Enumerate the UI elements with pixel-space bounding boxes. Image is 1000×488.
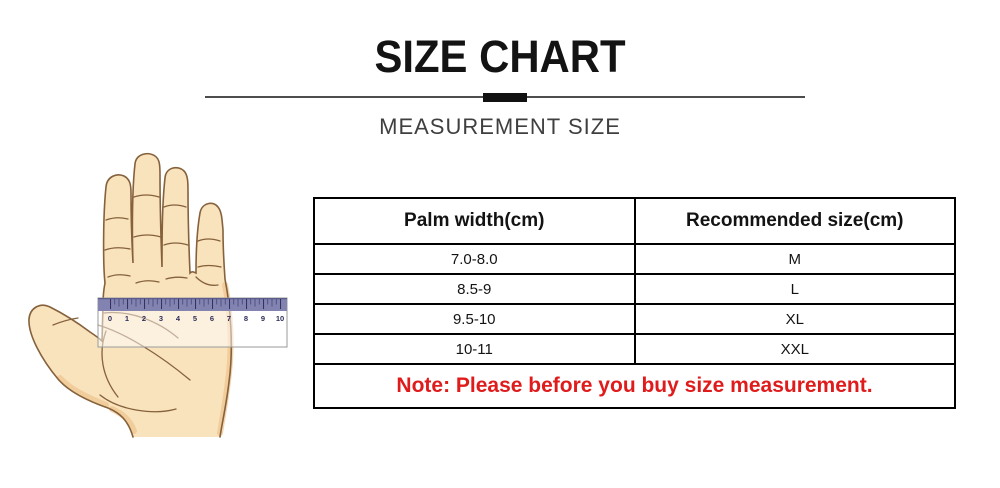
ruler-number: 4 bbox=[176, 314, 181, 323]
ruler-number: 9 bbox=[261, 314, 265, 323]
ruler-number: 0 bbox=[108, 314, 112, 323]
table-row: 9.5-10 XL bbox=[313, 303, 956, 335]
size-value: XXL bbox=[633, 333, 956, 365]
note-row: Note: Please before you buy size measure… bbox=[313, 363, 956, 409]
ruler-graphic: 0 1 2 3 4 5 6 7 8 9 10 bbox=[97, 297, 288, 348]
column-header-recommended-size: Recommended size(cm) bbox=[633, 197, 956, 245]
ruler-number-labels: 0 1 2 3 4 5 6 7 8 9 10 bbox=[108, 314, 284, 323]
hand-graphic: 0 1 2 3 4 5 6 7 8 9 10 bbox=[28, 152, 288, 438]
ruler-number: 7 bbox=[227, 314, 231, 323]
ruler-number: 3 bbox=[159, 314, 163, 323]
ruler-number: 1 bbox=[125, 314, 129, 323]
ruler-number: 8 bbox=[244, 314, 248, 323]
page-title: SIZE CHART bbox=[374, 31, 626, 82]
palm-width-value: 8.5-9 bbox=[313, 273, 636, 305]
size-table: Palm width(cm) Recommended size(cm) 7.0-… bbox=[313, 197, 956, 409]
hand-silhouette bbox=[28, 153, 232, 437]
palm-width-value: 10-11 bbox=[313, 333, 636, 365]
table-row: 10-11 XXL bbox=[313, 333, 956, 365]
ruler-number: 10 bbox=[276, 314, 284, 323]
size-value: XL bbox=[633, 303, 956, 335]
palm-width-value: 9.5-10 bbox=[313, 303, 636, 335]
page-subtitle: MEASUREMENT SIZE bbox=[379, 114, 621, 139]
size-note: Note: Please before you buy size measure… bbox=[313, 363, 956, 409]
size-table-header-row: Palm width(cm) Recommended size(cm) bbox=[313, 197, 956, 245]
table-row: 8.5-9 L bbox=[313, 273, 956, 305]
title-divider bbox=[205, 92, 805, 103]
ruler-ticks bbox=[110, 299, 282, 312]
ruler-number: 6 bbox=[210, 314, 214, 323]
size-value: M bbox=[633, 243, 956, 275]
palm-width-value: 7.0-8.0 bbox=[313, 243, 636, 275]
divider-center-block bbox=[483, 93, 527, 102]
ruler-number: 2 bbox=[142, 314, 146, 323]
hand-ruler-illustration: 0 1 2 3 4 5 6 7 8 9 10 bbox=[20, 145, 310, 439]
hand-outline bbox=[28, 152, 233, 438]
size-value: L bbox=[633, 273, 956, 305]
ruler-number: 5 bbox=[193, 314, 197, 323]
column-header-palm-width: Palm width(cm) bbox=[313, 197, 636, 245]
table-row: 7.0-8.0 M bbox=[313, 243, 956, 275]
